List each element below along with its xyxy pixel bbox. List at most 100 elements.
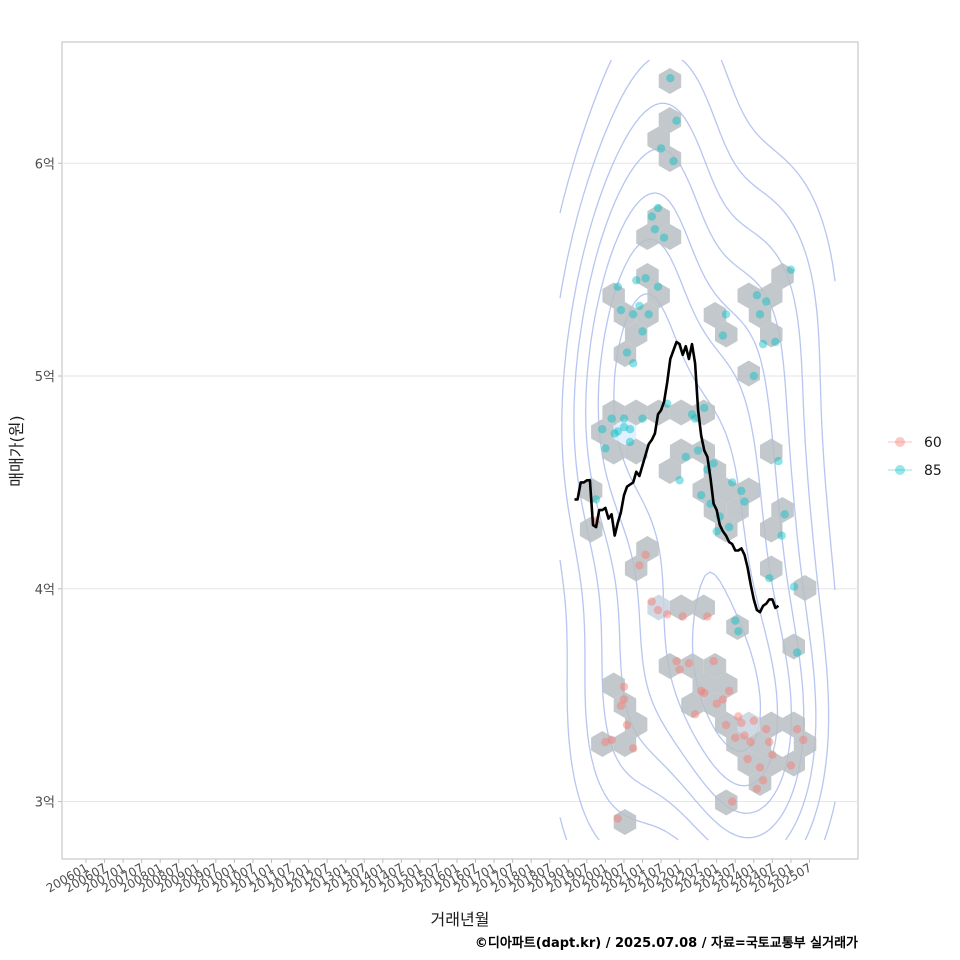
hexbin-cell: [602, 282, 625, 309]
point-60: [709, 656, 718, 666]
point-60: [724, 686, 734, 696]
hexbin-cell: [793, 731, 817, 757]
scatter-points: [591, 74, 808, 823]
point-85: [789, 582, 799, 591]
point-85: [656, 144, 666, 153]
hexbin-cell: [737, 360, 760, 387]
hexbin-cell: [624, 555, 648, 582]
hexbin-cell: [624, 321, 648, 348]
point-60: [619, 695, 629, 704]
hexbin-cell: [636, 224, 659, 250]
hexbin-cell: [658, 458, 682, 484]
hexbin-cell: [748, 302, 772, 328]
hexbin-cell: [602, 672, 625, 699]
point-85: [613, 282, 622, 291]
point-60: [703, 612, 712, 621]
hexbin-cell: [647, 204, 670, 231]
hexbin-cell: [793, 575, 817, 601]
point-85: [653, 282, 663, 291]
hexbin-cell: [658, 68, 682, 94]
point-85: [718, 331, 728, 340]
point-60: [749, 716, 758, 725]
point-60: [607, 735, 616, 745]
hexbin-cell: [658, 107, 682, 133]
point-85: [625, 425, 635, 434]
hexbin-cell: [715, 789, 738, 816]
point-85: [721, 310, 731, 319]
hexbin-cell: [760, 555, 783, 582]
point-85: [755, 310, 765, 319]
point-85: [641, 274, 650, 283]
point-60: [718, 695, 728, 704]
hexbin-cell: [681, 692, 704, 718]
point-60: [672, 656, 681, 666]
hexbin-cell: [669, 399, 693, 426]
point-60: [675, 665, 684, 674]
point-85: [737, 486, 746, 496]
point-60: [619, 682, 629, 691]
hexbin-cell: [613, 302, 637, 328]
point-60: [629, 744, 638, 753]
legend-key-85: [895, 465, 905, 475]
point-85: [601, 444, 610, 453]
point-85: [619, 422, 629, 432]
hexbin-cell: [737, 750, 760, 777]
hexbin-cell: [692, 477, 715, 504]
hexbin-cell: [703, 692, 727, 718]
hexbin-cell: [658, 653, 682, 679]
point-60: [690, 710, 700, 719]
point-60: [765, 737, 774, 747]
point-60: [684, 659, 694, 668]
hexbin-cell: [624, 399, 648, 426]
point-85: [792, 648, 802, 657]
point-85: [690, 414, 700, 423]
point-85: [681, 452, 690, 462]
point-85: [774, 456, 783, 466]
point-85: [712, 527, 721, 536]
hexbin-cell: [771, 263, 794, 289]
hexbin-cell: [613, 809, 637, 835]
point-85: [598, 425, 607, 434]
point-60: [678, 612, 687, 621]
legend-key-60: [895, 437, 905, 447]
point-60: [663, 610, 672, 619]
hexbin-cell: [613, 341, 637, 367]
point-85: [666, 74, 675, 83]
point-85: [780, 510, 789, 519]
hexbin-cell: [760, 438, 783, 465]
hexbin-cell: [602, 438, 625, 465]
point-60: [647, 597, 656, 606]
trend-layer: [574, 340, 780, 614]
hexbin-cell: [760, 321, 783, 348]
point-60: [758, 776, 768, 785]
point-85: [659, 233, 669, 242]
y-tick-label: 6억: [35, 157, 55, 172]
hexbin-cell: [782, 711, 805, 738]
point-60: [740, 731, 749, 740]
point-60: [746, 737, 755, 747]
point-60: [743, 754, 752, 764]
point-60: [601, 737, 610, 747]
density-contour: [559, 59, 836, 841]
hexbin-cell: [737, 282, 760, 309]
point-60: [755, 763, 765, 772]
point-85: [740, 497, 749, 506]
point-85: [675, 476, 684, 485]
hexbin-cell: [591, 419, 614, 445]
point-60: [641, 550, 650, 559]
y-axis: 3억 4억 5억 6억: [35, 157, 62, 811]
hexbin-cell: [624, 438, 648, 465]
point-85: [625, 437, 635, 447]
hexbin-cell: [748, 770, 772, 796]
point-60: [762, 725, 771, 734]
hexbin-cell: [703, 653, 727, 679]
y-tick-label: 4억: [35, 583, 55, 598]
point-60: [616, 701, 626, 710]
hexbin-cell: [624, 711, 648, 738]
point-85: [638, 327, 647, 336]
hexbin-cell: [782, 750, 805, 777]
point-60: [752, 784, 762, 793]
point-60: [721, 720, 731, 730]
hexbin-cell: [613, 419, 637, 445]
point-85: [693, 446, 703, 455]
